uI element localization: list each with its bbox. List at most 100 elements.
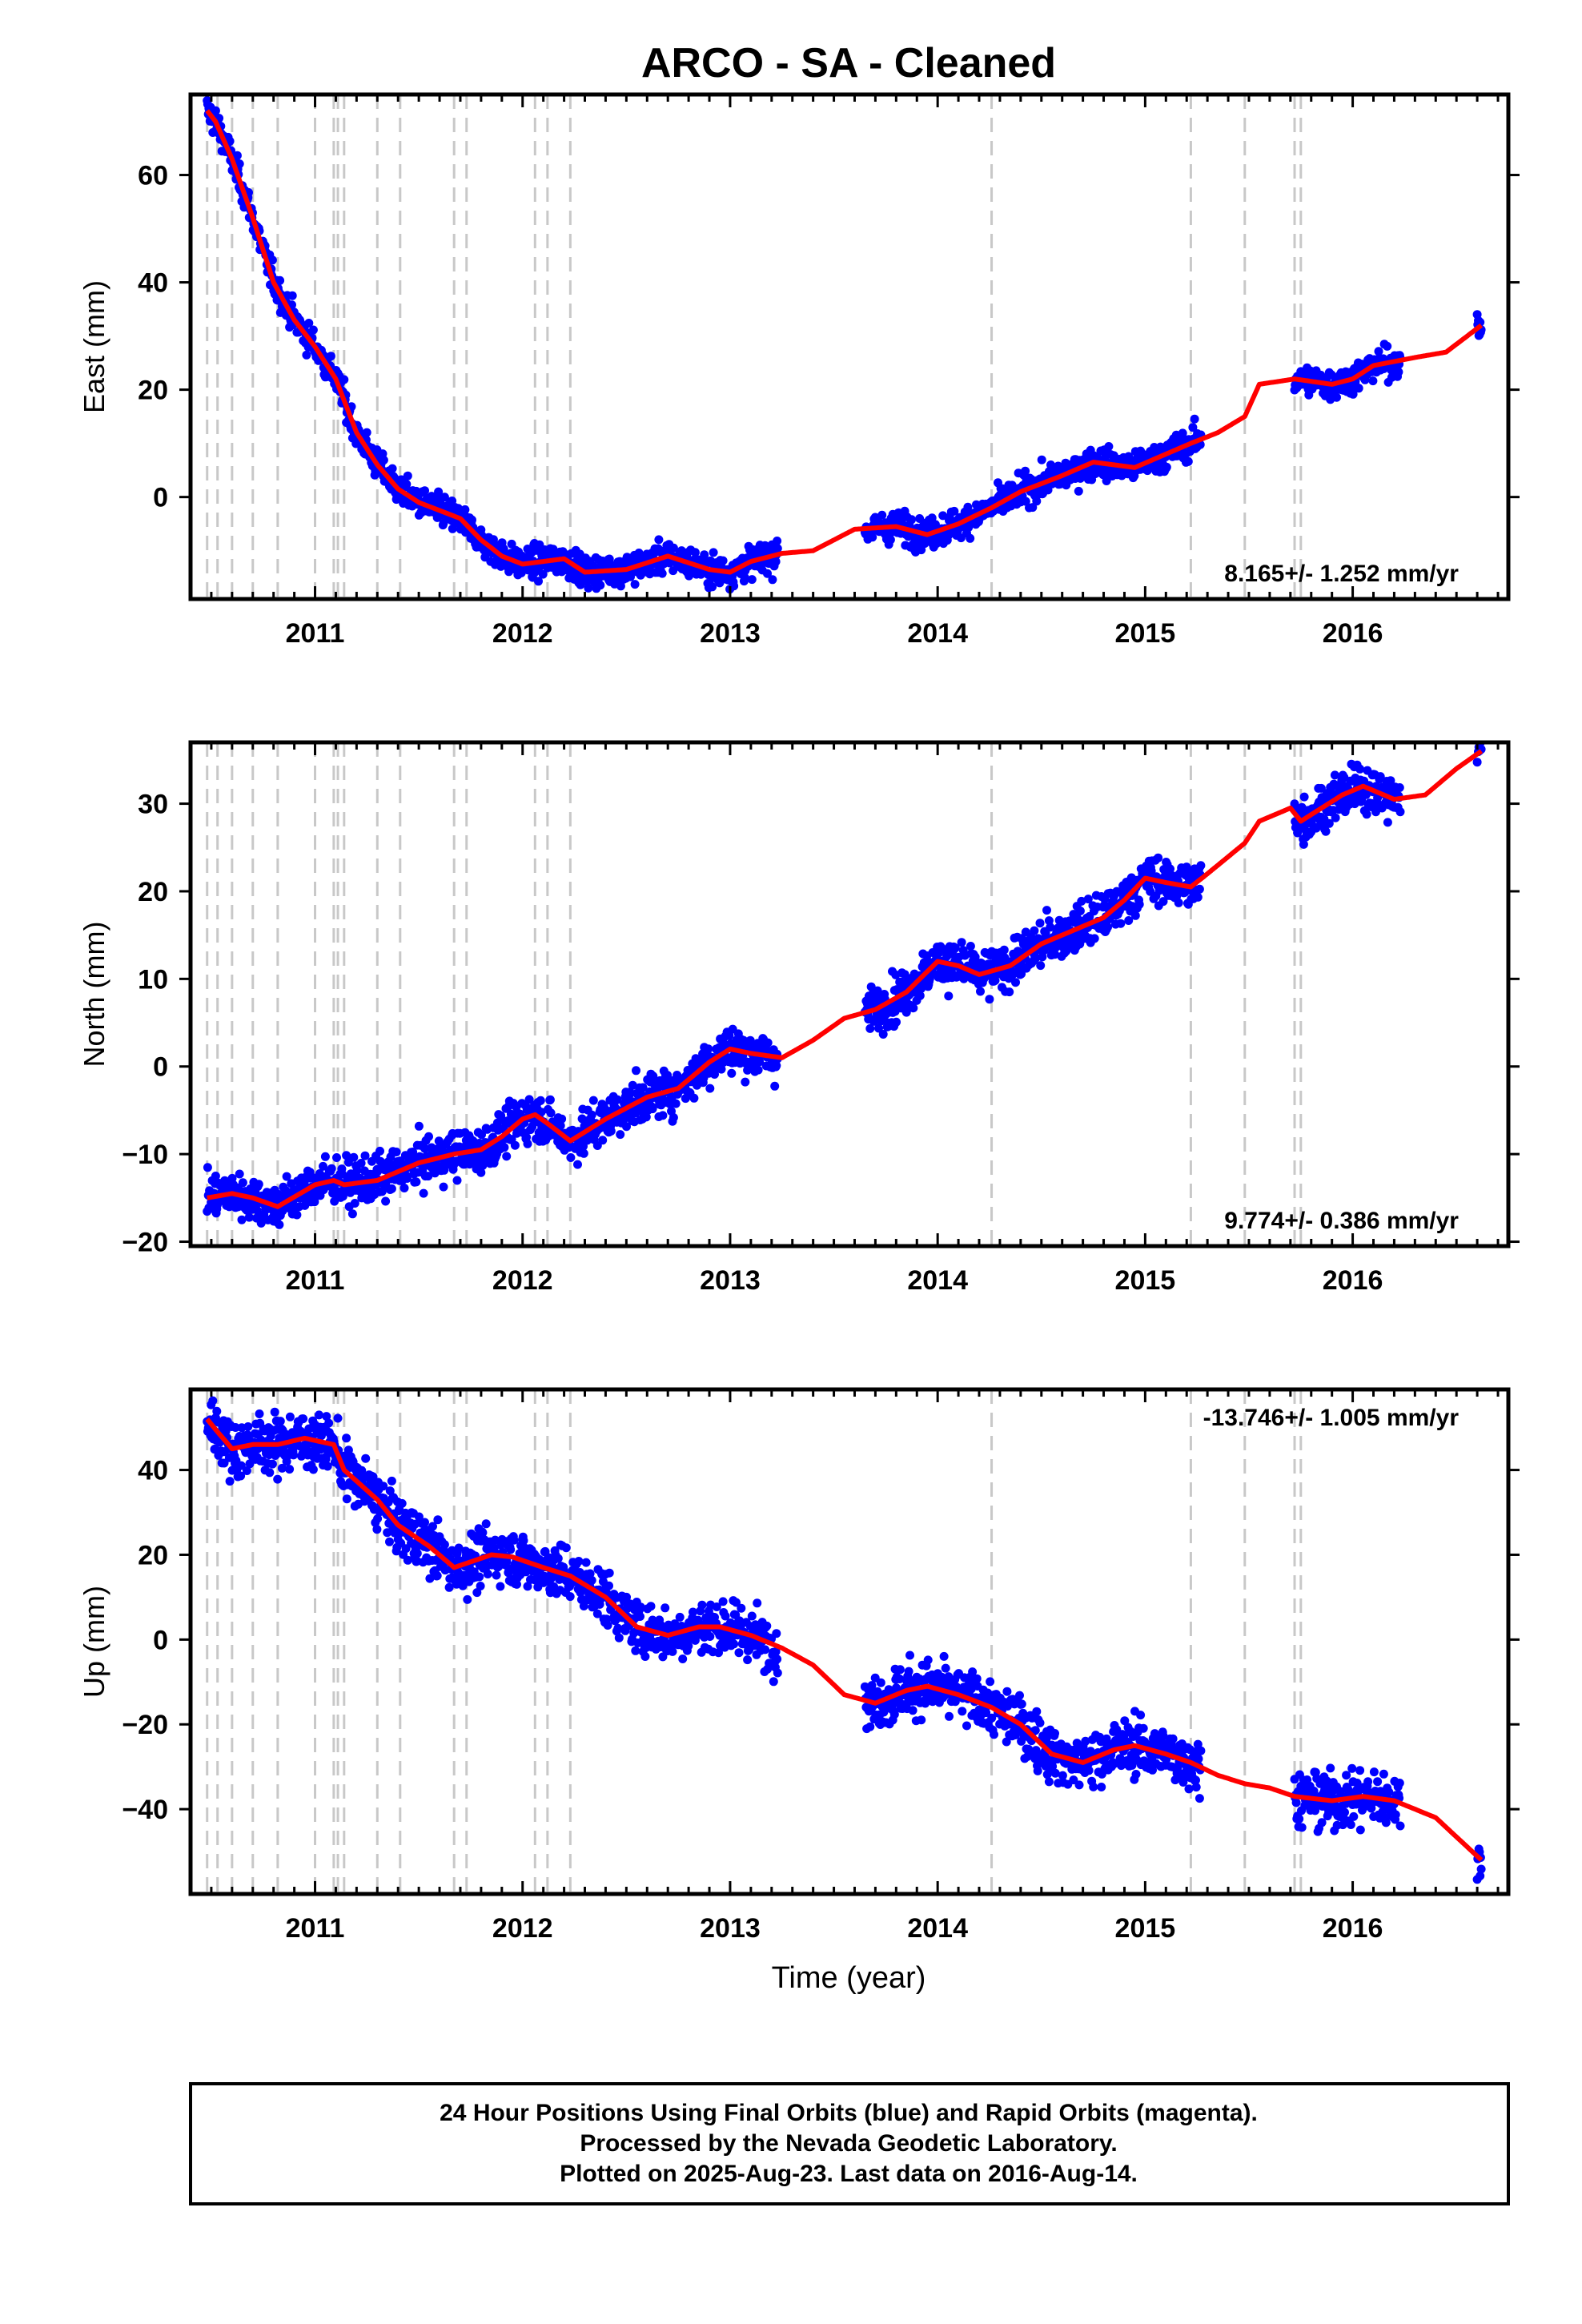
- data-point: [1183, 456, 1193, 466]
- data-point: [361, 1454, 371, 1463]
- data-point: [385, 1486, 395, 1496]
- model-line: [205, 109, 1484, 575]
- data-point: [876, 1678, 885, 1687]
- data-point: [242, 1466, 251, 1475]
- data-point: [755, 1057, 765, 1067]
- data-point: [1162, 462, 1171, 472]
- data-point: [1005, 987, 1014, 997]
- data-point: [1104, 442, 1114, 451]
- data-point: [468, 515, 476, 525]
- data-point: [1083, 895, 1093, 904]
- data-point: [1316, 783, 1326, 793]
- data-point: [588, 1096, 598, 1105]
- data-point: [235, 1169, 244, 1179]
- data-point: [1021, 466, 1030, 476]
- data-point: [265, 1468, 275, 1478]
- data-point: [1383, 818, 1392, 827]
- data-point: [970, 952, 980, 962]
- data-point: [342, 1494, 351, 1504]
- data-point: [327, 1164, 336, 1173]
- data-point: [1386, 776, 1395, 786]
- data-point: [646, 1602, 656, 1611]
- data-point: [1017, 969, 1026, 979]
- data-point: [510, 1140, 520, 1150]
- data-point: [1044, 916, 1054, 926]
- data-point: [339, 375, 349, 384]
- data-point: [342, 1433, 351, 1443]
- data-point: [1196, 861, 1206, 870]
- data-point: [885, 535, 895, 545]
- data-point: [1354, 384, 1363, 393]
- data-point: [638, 1083, 648, 1092]
- data-point: [689, 1607, 697, 1617]
- data-point: [773, 544, 782, 553]
- data-point: [915, 991, 925, 1000]
- data-point: [267, 255, 277, 265]
- data-point: [315, 1410, 323, 1420]
- data-point: [768, 575, 777, 585]
- y-tick-label: 20: [138, 376, 168, 406]
- data-point: [244, 1212, 254, 1222]
- data-point: [669, 543, 678, 553]
- data-point: [1188, 423, 1198, 432]
- data-point: [561, 1543, 571, 1553]
- data-point: [528, 1122, 537, 1132]
- data-point: [420, 486, 429, 496]
- data-point: [747, 575, 757, 585]
- data-point: [1028, 503, 1038, 513]
- data-point: [927, 513, 937, 523]
- data-point: [225, 1477, 235, 1486]
- data-point: [267, 1459, 277, 1469]
- data-point: [285, 1465, 295, 1474]
- data-point: [1030, 954, 1040, 963]
- data-point: [729, 1639, 739, 1649]
- data-point: [1290, 799, 1299, 809]
- data-point: [432, 1571, 442, 1581]
- data-point: [424, 1132, 433, 1141]
- data-point: [668, 1647, 677, 1656]
- data-point: [1090, 934, 1099, 943]
- x-tick-label: 2012: [492, 1265, 553, 1296]
- data-point: [565, 1592, 575, 1602]
- data-point: [985, 995, 994, 1004]
- y-tick-label: −10: [122, 1140, 168, 1170]
- data-point: [275, 1417, 285, 1426]
- data-point: [1375, 772, 1385, 782]
- data-point: [1050, 950, 1059, 959]
- data-point: [420, 1144, 429, 1153]
- data-point: [690, 548, 700, 557]
- data-point: [772, 1061, 781, 1071]
- data-point: [678, 1655, 688, 1663]
- data-point: [1124, 916, 1134, 925]
- data-point: [603, 1621, 612, 1630]
- data-point: [522, 1132, 532, 1142]
- data-point: [387, 464, 397, 473]
- data-point: [523, 1139, 532, 1148]
- y-tick-label: −20: [122, 1228, 168, 1258]
- data-point: [1394, 368, 1403, 376]
- data-point: [387, 1184, 396, 1193]
- y-tick-label: 30: [138, 790, 168, 820]
- data-point: [506, 1545, 516, 1554]
- data-point: [368, 1472, 378, 1482]
- data-point: [581, 1558, 591, 1567]
- data-point: [477, 1130, 486, 1140]
- plot-frame: [188, 740, 1511, 1248]
- data-point: [460, 505, 470, 514]
- data-point: [536, 1108, 546, 1117]
- data-point: [285, 1412, 295, 1421]
- data-point: [1472, 758, 1482, 767]
- data-point: [231, 1423, 240, 1432]
- data-point: [1093, 452, 1102, 462]
- data-point: [277, 1463, 287, 1473]
- data-point: [319, 1161, 327, 1171]
- data-point: [654, 535, 664, 545]
- data-point: [648, 1072, 658, 1081]
- data-point: [440, 493, 449, 502]
- data-point: [616, 581, 625, 591]
- data-point: [612, 1095, 622, 1104]
- x-tick-label: 2012: [492, 618, 553, 649]
- data-point: [909, 1003, 918, 1013]
